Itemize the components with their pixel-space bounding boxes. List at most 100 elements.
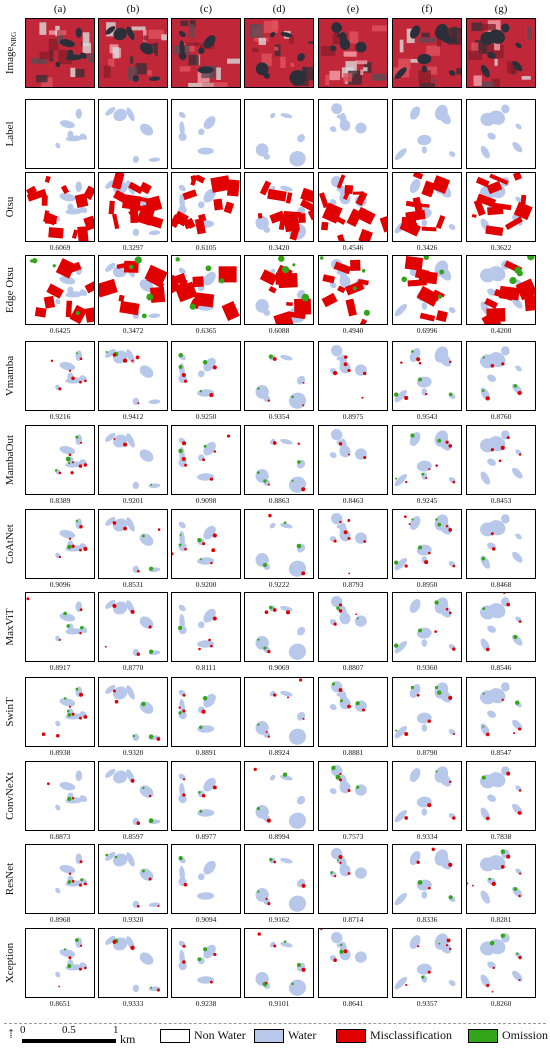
image-texture [88,53,94,63]
omission-patch [292,263,296,267]
misclassification-patch [448,862,453,867]
water-body [296,626,306,636]
misclassification-patch [301,487,306,492]
misclassification-patch [192,276,204,288]
omission-patch [437,690,442,695]
north-arrow-icon: ⇡ [6,1027,17,1041]
misclassification-patch [112,689,116,693]
misclassification-patch [172,210,189,227]
legend: ⇡ 0 0.5 1 km Non Water Water Misclassifi… [0,1024,550,1052]
omission-patch [393,392,399,397]
water-body [515,533,522,540]
score-r10-c6: 0.8281 [490,915,512,924]
misclassification-patch [210,561,213,565]
image-water-body [410,25,421,39]
image-water-body [448,70,456,76]
misclassification-patch [79,548,82,552]
water-body [437,265,452,281]
water-body [437,854,452,870]
water-body [501,104,510,114]
water-body [178,940,186,948]
water-body [416,627,432,639]
omission-patch [63,948,67,951]
omission-patch [67,713,72,717]
misclassification-patch [301,571,306,576]
water-body [409,935,421,949]
omission-patch [336,859,340,862]
panel-r11-c0 [25,928,95,998]
water-body [203,525,216,540]
omission-patch [178,856,183,861]
omission-patch [148,734,154,739]
misclassification-patch [419,312,436,322]
panel-r0-c2 [171,18,241,88]
misclassification-patch [144,264,167,287]
omission-patch [482,356,485,359]
misclassification-patch [182,189,198,201]
misclassification-patch [287,696,290,699]
misclassification-patch [445,607,449,611]
score-r7-c5: 0.9360 [416,663,438,672]
score-r7-c2: 0.8111 [195,663,217,672]
misclassification-patch [339,520,342,524]
omission-patch [178,364,183,369]
panel-r8-c3 [244,677,314,747]
score-r10-c1: 0.9320 [122,915,144,924]
water-body [487,374,496,382]
image-texture [161,34,167,41]
image-texture [147,69,152,76]
panel-r5-c0 [25,425,95,495]
omission-patch [488,877,491,881]
misclassification-patch [68,537,72,540]
water-body [139,616,154,629]
misclassification-patch [79,357,83,361]
score-r10-c0: 0.8968 [49,915,71,924]
water-body [178,111,186,119]
water-body [480,555,491,569]
water-body [288,643,307,660]
row-label-8: SwinT [4,697,16,727]
misclassification-patch [518,789,522,792]
water-body [487,542,496,550]
misclassification-patch [65,300,73,318]
water-body [421,302,428,310]
image-texture [258,37,266,45]
misclassification-patch [122,358,128,363]
score-r8-c1: 0.9320 [122,748,144,757]
score-r4-c2: 0.9250 [195,412,217,421]
misclassification-patch [44,175,51,183]
omission-patch [202,360,208,365]
misclassification-patch [379,212,387,233]
row-label-4: Vmamba [4,355,16,397]
omission-patch [67,544,72,550]
water-body [140,123,154,136]
water-body [197,873,205,881]
panel-r3-c3 [244,255,314,325]
misclassification-patch [99,278,118,298]
misclassification-patch [83,715,88,719]
panel-r11-c6 [466,928,536,998]
panel-r8-c1 [98,677,168,747]
score-r9-c1: 0.8597 [122,832,144,841]
panel-r10-c5 [392,844,462,914]
misclassification-patch [226,179,240,197]
panel-r8-c2 [171,677,241,747]
misclassification-patch [518,978,521,982]
water-body [55,552,61,559]
water-body [203,777,216,792]
image-texture [363,62,372,73]
scale-bar [22,1039,116,1043]
omission-patch [80,625,84,630]
misclassification-patch [137,904,140,908]
water-body [113,264,128,278]
misclassification-patch [518,620,522,623]
water-body [488,772,506,788]
panel-r0-c0 [25,18,95,88]
misclassification-patch [501,698,504,702]
misclassification-patch [79,525,83,529]
misclassification-patch [78,883,82,887]
image-water-body [105,26,116,35]
panel-r4-c4 [318,341,388,411]
omission-patch [291,479,294,482]
water-body [487,288,496,296]
